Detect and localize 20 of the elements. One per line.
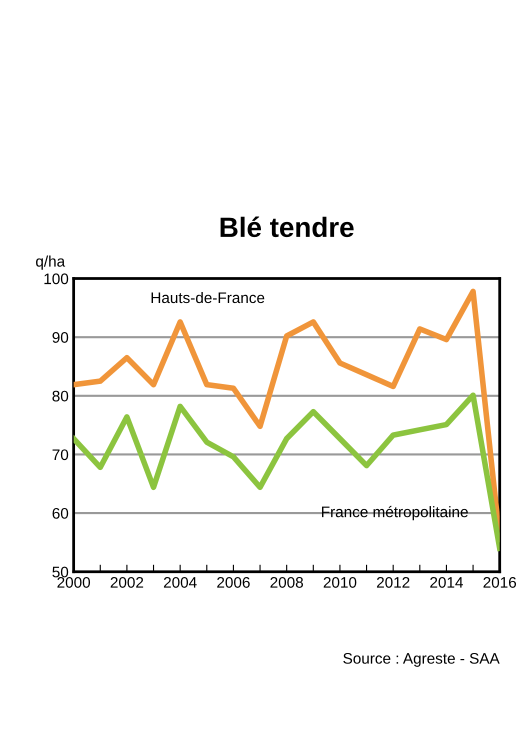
x-tick-label: 2002	[110, 577, 144, 588]
x-tick-label: 2006	[217, 577, 250, 588]
y-tick-label: 50	[52, 566, 68, 578]
x-tick-label: 2000	[57, 577, 90, 588]
x-tick-label: 2014	[430, 577, 463, 588]
chart-title: Blé tendre	[220, 216, 354, 238]
x-tick-label: 2010	[324, 577, 356, 588]
y-tick-label: 70	[52, 449, 68, 460]
y-tick-label: 80	[52, 390, 68, 402]
x-tick-label: 2016	[483, 577, 516, 588]
x-tick-label: 2008	[270, 577, 303, 588]
x-tick-label: 2004	[164, 577, 197, 588]
y-tick-label: 60	[52, 508, 68, 519]
text: Hauts-de-France	[152, 292, 264, 304]
y-tick-label: 90	[52, 332, 68, 343]
series-label: France métropolitaine	[322, 506, 468, 520]
source-note: Source : Agreste - SAA	[343, 652, 500, 667]
y-axis-title: q/ha	[36, 256, 66, 270]
y-tick-label: 100	[44, 273, 68, 284]
x-tick-label: 2012	[376, 577, 410, 588]
